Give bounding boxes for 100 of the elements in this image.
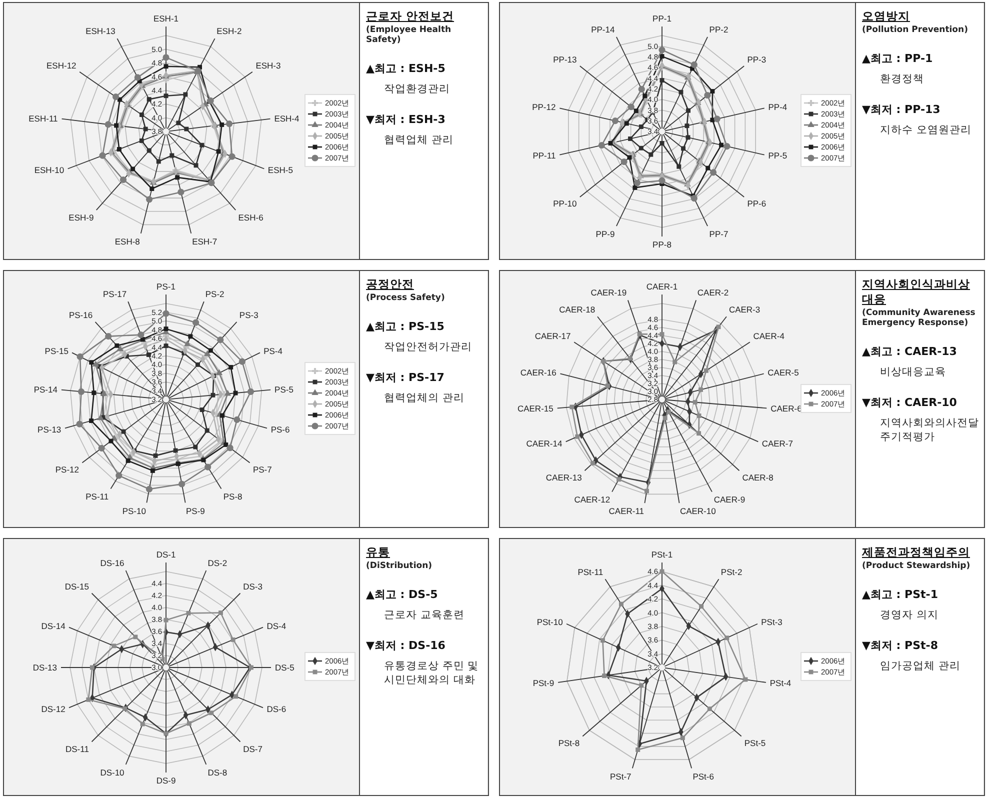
spoke-label: ESH-13 — [86, 26, 116, 36]
spoke-label: CAER-5 — [768, 368, 800, 378]
text: (Process Safety) — [366, 293, 446, 303]
spoke-label: PP-10 — [553, 198, 578, 209]
spoke-label: PP-11 — [532, 150, 556, 161]
spoke-label: DS-1 — [156, 550, 176, 560]
spoke-label: PS-14 — [34, 384, 58, 394]
spoke-label: PP-4 — [768, 102, 788, 112]
text: 환경정책 — [879, 72, 925, 86]
spoke-label: DS-11 — [65, 744, 90, 754]
spoke-label: CAER-7 — [762, 438, 794, 448]
spoke-label: PSt-5 — [744, 738, 766, 748]
spoke-label: DS-7 — [243, 744, 263, 754]
spoke-label: PSt-4 — [770, 678, 792, 688]
spoke-label: DS-15 — [64, 582, 90, 592]
spoke-label: ESH-2 — [216, 26, 242, 36]
spoke-label: ESH-9 — [68, 212, 94, 222]
text: 작업환경관리 — [383, 82, 451, 96]
text: ▼최저 : CAER-10 — [862, 395, 958, 410]
spoke-label: PS-17 — [103, 289, 127, 300]
spoke-label: CAER-2 — [697, 288, 729, 298]
spoke-label: DS-5 — [275, 662, 295, 672]
spoke-label: CAER-15 — [517, 403, 554, 414]
spoke-label: PP-2 — [709, 24, 728, 34]
spoke-label: ESH-12 — [46, 60, 77, 71]
spoke-label: DS-8 — [208, 767, 228, 778]
spoke-label: PP-3 — [747, 54, 766, 65]
spoke-label: PSt-6 — [692, 771, 714, 782]
text: 협력업체 관리 — [383, 133, 454, 147]
spoke-label: DS-6 — [266, 704, 286, 714]
text: 근로자 교육훈련 — [383, 608, 466, 622]
text: 지역사회와의사전달 주기적평가 — [879, 416, 979, 444]
spoke-label: PP-1 — [652, 14, 672, 24]
spoke-label: PP-13 — [553, 54, 578, 65]
spoke-label: CAER-13 — [546, 472, 582, 483]
text: ▲최고 : DS-5 — [366, 587, 439, 602]
spoke-label: DS-9 — [156, 776, 176, 786]
text: ▼최저 : PP-13 — [862, 102, 942, 117]
spoke-label: PS-13 — [38, 424, 62, 434]
text: ▲최고 : ESH-5 — [366, 61, 446, 76]
text: ▲최고 : CAER-13 — [862, 344, 958, 359]
spoke-label: PP-14 — [591, 24, 615, 34]
spoke-label: CAER-18 — [559, 304, 596, 315]
text: ▼최저 : PS-17 — [366, 370, 446, 385]
spoke-label: PP-9 — [596, 228, 615, 239]
text: (Community Awareness Emergency Response) — [862, 308, 976, 328]
spoke-label: PS-4 — [264, 346, 283, 356]
text: 지역사회인식과비상대응 — [862, 277, 971, 307]
spoke-label: PS-12 — [55, 464, 80, 474]
text: 작업안전허가관리 — [383, 340, 473, 354]
text: ▲최고 : PS-15 — [366, 319, 446, 334]
text: 협력업체의 관리 — [383, 391, 466, 405]
spoke-label: ESH-11 — [28, 113, 58, 124]
spoke-label: DS-14 — [41, 620, 66, 631]
spoke-label: CAER-3 — [728, 304, 760, 315]
text: ▼최저 : ESH-3 — [366, 112, 446, 127]
spoke-label: DS-3 — [243, 582, 263, 592]
spoke-label: PS-10 — [122, 506, 146, 516]
spoke-label: PS-3 — [239, 310, 259, 320]
text: (Pollution Prevention) — [862, 25, 969, 35]
spoke-label: ESH-1 — [153, 14, 179, 24]
spoke-label: DS-16 — [100, 558, 125, 568]
spoke-label: ESH-10 — [34, 165, 64, 176]
text: 유통경로상 주민 및 시민단체와의 대화 — [383, 659, 480, 687]
spoke-label: PS-16 — [68, 310, 93, 320]
spoke-label: ESH-7 — [192, 236, 218, 247]
spoke-label: ESH-5 — [268, 165, 294, 176]
text: (Product Stewardship) — [862, 561, 972, 571]
spoke-label: DS-10 — [100, 767, 125, 778]
spoke-label: PS-7 — [252, 464, 272, 474]
spoke-label: PP-8 — [652, 240, 672, 250]
text: 비상대응교육 — [879, 365, 947, 379]
spoke-label: PS-11 — [86, 491, 109, 502]
spoke-label: CAER-10 — [680, 506, 716, 516]
text: 근로자 안전보건 — [366, 9, 456, 24]
spoke-label: PS-1 — [156, 282, 176, 292]
spoke-label: PS-6 — [270, 424, 290, 434]
spoke-label: PSt-3 — [761, 617, 783, 628]
spoke-label: PS-5 — [274, 384, 294, 394]
text: 경영자 의지 — [879, 608, 940, 622]
text: 오염방지 — [862, 9, 911, 24]
spoke-label: CAER-4 — [753, 331, 785, 342]
spoke-label: PP-7 — [709, 228, 728, 239]
spoke-label: PP-6 — [747, 198, 766, 209]
spoke-label: PS-15 — [44, 346, 69, 356]
text: 임가공업체 관리 — [879, 659, 962, 673]
spoke-label: PP-12 — [532, 102, 556, 112]
text: 공정안전 — [366, 277, 415, 292]
spoke-label: PSt-11 — [578, 566, 604, 577]
spoke-label: DS-12 — [41, 704, 66, 714]
spoke-label: CAER-16 — [520, 368, 557, 378]
spoke-label: CAER-8 — [742, 472, 774, 483]
spoke-label: CAER-17 — [534, 331, 572, 342]
spoke-label: CAER-11 — [608, 506, 644, 516]
spoke-label: CAER-14 — [526, 438, 562, 448]
spoke-label: PSt-1 — [651, 550, 673, 560]
spoke-label: PS-9 — [186, 506, 206, 516]
text: ▲최고 : PSt-1 — [862, 587, 939, 602]
spoke-label: PSt-10 — [536, 617, 564, 628]
text: 지하수 오염원관리 — [879, 123, 972, 137]
